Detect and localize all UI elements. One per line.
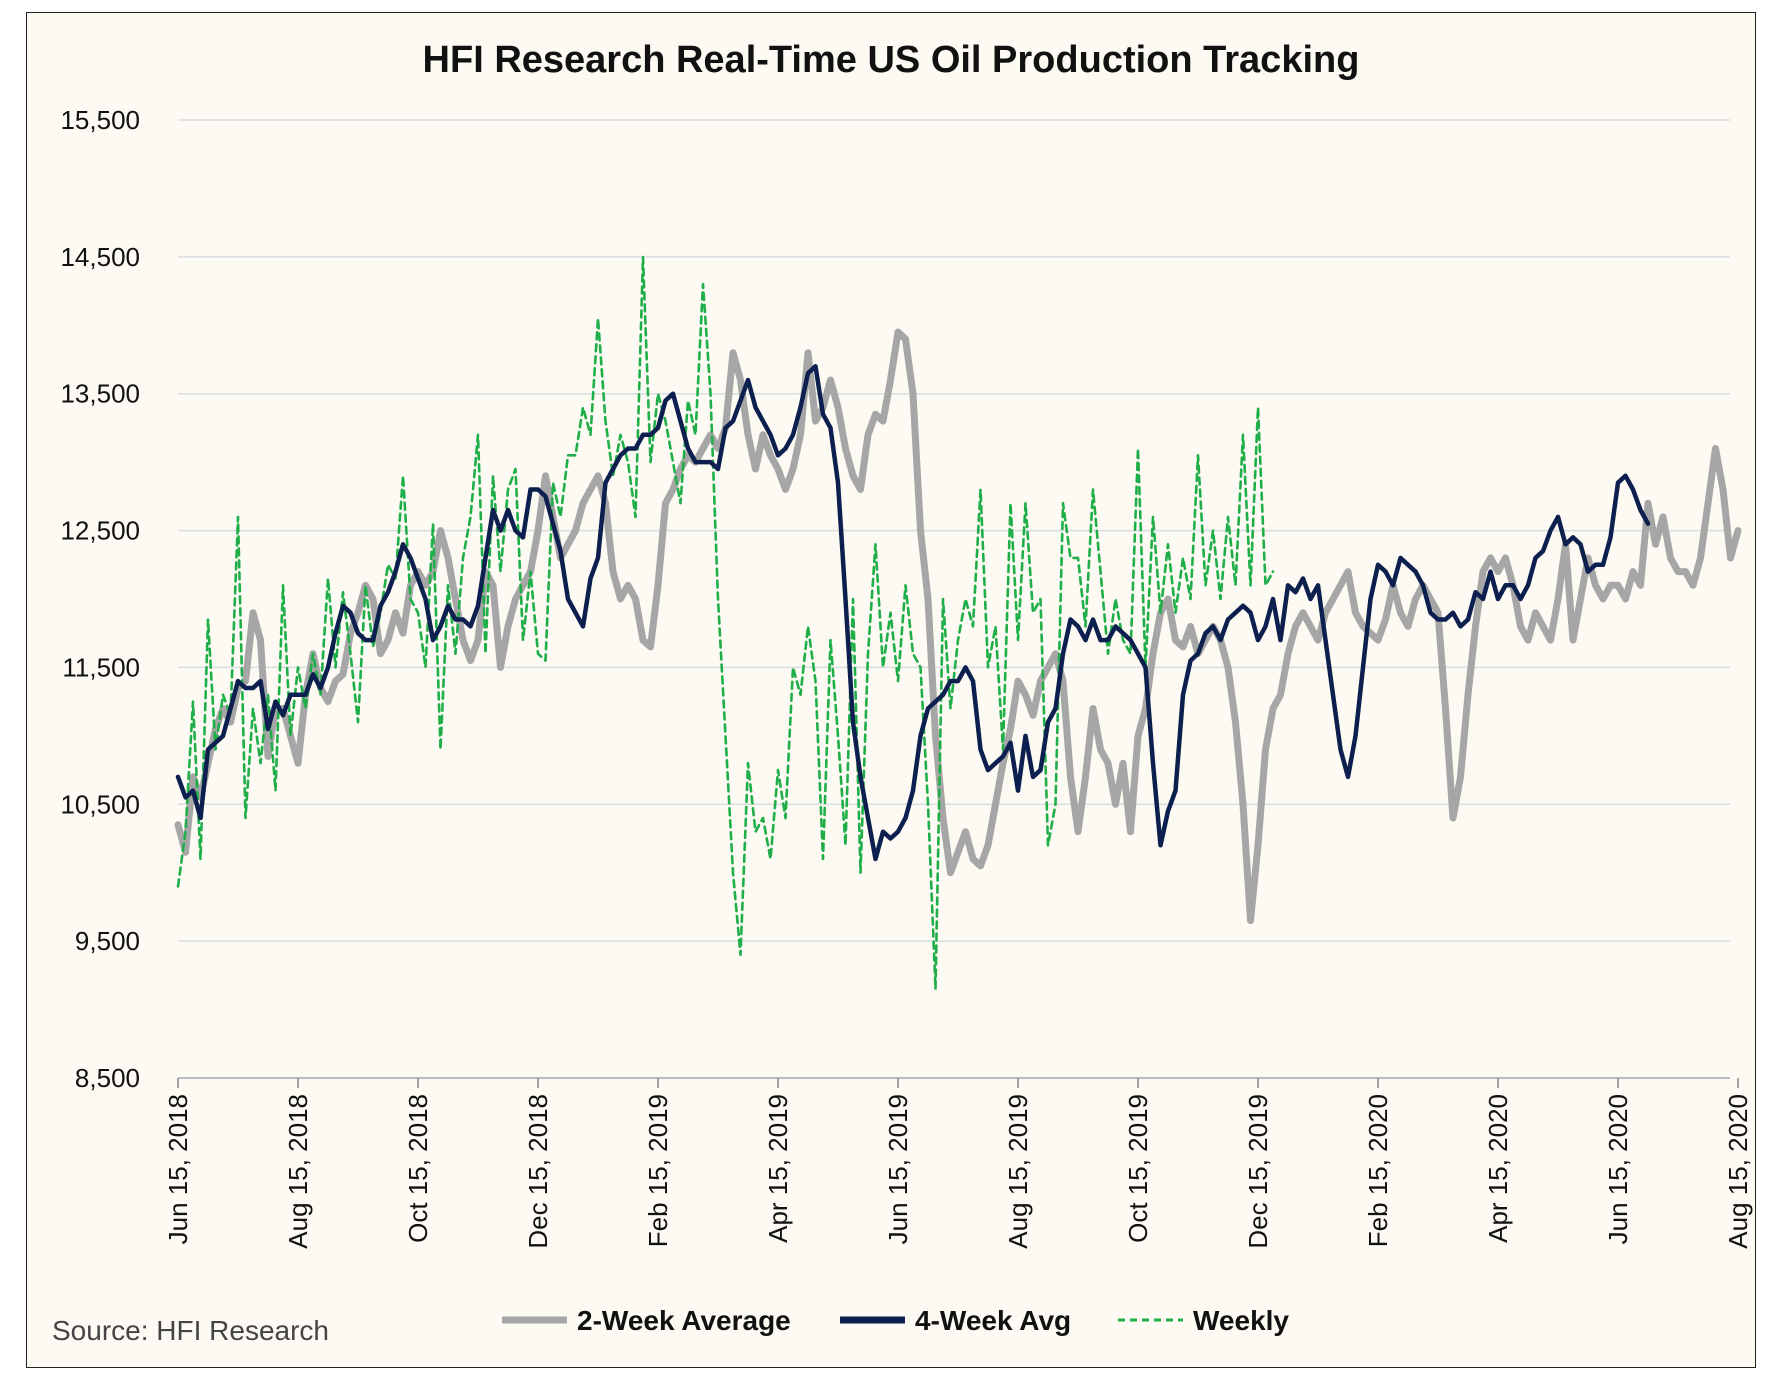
x-tick-label: Oct 15, 2019: [1123, 1094, 1153, 1243]
legend: 2-Week Average 4-Week Avg Weekly: [502, 1305, 1289, 1336]
y-axis-ticks: 8,500 9,500 10,500 11,500 12,500 13,500 14,500…: [60, 105, 140, 1093]
x-tick-label: Jun 15, 2020: [1603, 1094, 1633, 1244]
legend-label: 4-Week Avg: [915, 1305, 1071, 1336]
y-tick-label: 15,500: [60, 105, 140, 135]
y-tick-label: 11,500: [62, 652, 140, 682]
x-tick-label: Apr 15, 2019: [763, 1094, 793, 1243]
x-tick-label: Dec 15, 2019: [1243, 1094, 1273, 1249]
x-tick-label: Aug 15, 2019: [1003, 1094, 1033, 1249]
series-layer: [174, 255, 1742, 991]
y-tick-label: 13,500: [60, 379, 140, 409]
x-tick-label: Jun 15, 2018: [163, 1094, 193, 1244]
y-tick-label: 14,500: [60, 242, 140, 272]
x-tick-label: Apr 15, 2020: [1483, 1094, 1513, 1243]
x-tick-label: Aug 15, 2018: [283, 1094, 313, 1249]
x-tick-label: Feb 15, 2019: [643, 1094, 673, 1247]
source-note: Source: HFI Research: [52, 1315, 329, 1346]
x-tick-label: Oct 15, 2018: [403, 1094, 433, 1243]
y-tick-label: 10,500: [60, 789, 140, 819]
legend-label: Weekly: [1193, 1305, 1289, 1336]
x-tick-label: Aug 15, 2020: [1723, 1094, 1753, 1249]
x-axis: Jun 15, 2018 Aug 15, 2018 Oct 15, 2018 Dec …: [163, 1077, 1753, 1249]
y-tick-label: 8,500: [75, 1063, 140, 1093]
x-tick-label: Jun 15, 2019: [883, 1094, 913, 1244]
chart-title: HFI Research Real-Time US Oil Production…: [423, 39, 1360, 81]
legend-label: 2-Week Average: [577, 1305, 791, 1336]
x-tick-label: Dec 15, 2018: [523, 1094, 553, 1249]
series-line-4-week-avg: [175, 364, 1651, 862]
series-line-weekly: [176, 255, 1275, 991]
y-tick-label: 9,500: [75, 926, 140, 956]
series-line-2-week-average: [174, 328, 1742, 925]
y-tick-label: 12,500: [60, 516, 140, 546]
x-tick-label: Feb 15, 2020: [1363, 1094, 1393, 1247]
